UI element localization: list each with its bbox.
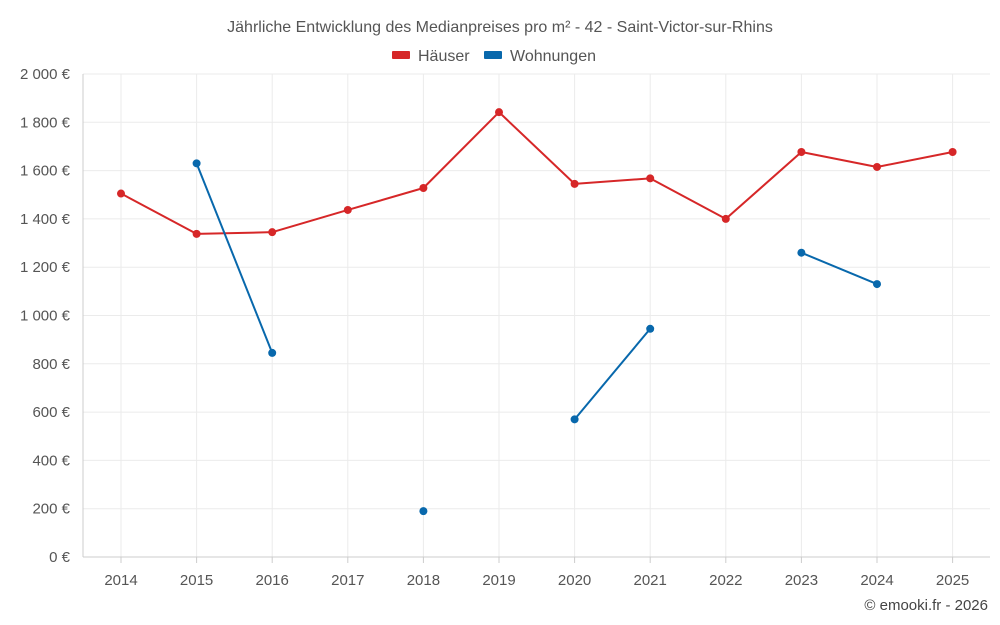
series-line-hauser (271, 208, 349, 234)
x-tick-label: 2016 (256, 572, 289, 589)
y-tick-label: 600 € (32, 404, 70, 421)
legend[interactable]: Häuser Wohnungen (392, 48, 596, 65)
series-line-hauser (724, 151, 803, 220)
data-point-hauser (495, 108, 503, 117)
series-line-hauser (120, 192, 198, 235)
x-tick-label: 2021 (634, 572, 667, 589)
data-point-wohnungen (192, 159, 201, 168)
y-tick-label: 1 800 € (20, 114, 71, 131)
y-tick-label: 400 € (32, 452, 70, 469)
x-tick-label: 2018 (407, 572, 440, 589)
y-tick-label: 1 600 € (20, 163, 71, 180)
series-line-hauser (422, 111, 500, 189)
x-axis: 2014 2015 2016 2017 2018 2019 2020 2021 2022 2023… (104, 557, 969, 589)
data-point-hauser (721, 214, 730, 223)
grid (82, 73, 990, 558)
data-point-hauser (419, 183, 428, 192)
y-tick-label: 200 € (32, 501, 70, 518)
series-line-hauser (649, 177, 727, 220)
data-point-wohnungen (570, 415, 579, 424)
series-wohnungen (192, 159, 881, 516)
x-tick-label: 2017 (331, 572, 364, 589)
data-point-hauser (948, 148, 957, 157)
series-line-hauser (800, 151, 878, 168)
data-point-hauser (570, 179, 579, 188)
data-point-wohnungen (419, 507, 428, 516)
y-tick-label: 1 200 € (20, 259, 71, 276)
data-point-hauser (117, 189, 125, 198)
x-tick-label: 2020 (558, 572, 591, 589)
legend-swatch-hauser (392, 51, 410, 59)
series-line-hauser (195, 231, 274, 235)
y-tick-label: 1 400 € (20, 211, 71, 228)
x-tick-label: 2023 (785, 572, 818, 589)
data-point-wohnungen (268, 348, 277, 357)
x-tick-label: 2014 (104, 572, 137, 589)
plot-area (117, 108, 957, 516)
x-tick-label: 2025 (936, 572, 969, 589)
legend-label-wohnungen[interactable]: Wohnungen (510, 48, 596, 65)
data-point-wohnungen (646, 324, 655, 333)
series-line-wohnungen (573, 327, 652, 421)
series-line-hauser (346, 186, 425, 211)
x-tick-label: 2019 (482, 572, 515, 589)
series-line-wohnungen (195, 162, 274, 354)
series-line-hauser (876, 151, 954, 168)
y-tick-label: 2 000 € (20, 66, 71, 83)
x-tick-label: 2024 (860, 572, 893, 589)
y-axis: 0 € 200 € 400 € 600 € 800 € 1 000 € 1 200 € 1 4… (20, 66, 71, 566)
series-hauser (117, 108, 957, 238)
data-point-wohnungen (797, 248, 806, 257)
series-line-wohnungen (800, 251, 878, 286)
chart-title: Jährliche Entwicklung des Medianpreises … (227, 19, 773, 36)
x-tick-label: 2022 (709, 572, 742, 589)
series-line-hauser (573, 177, 652, 185)
y-tick-label: 1 000 € (20, 308, 71, 325)
y-tick-label: 0 € (49, 549, 71, 566)
y-tick-label: 800 € (32, 356, 70, 373)
data-point-hauser (873, 162, 881, 171)
x-tick-label: 2015 (180, 572, 213, 589)
data-point-hauser (646, 174, 655, 183)
credit-text: © emooki.fr - 2026 (864, 597, 988, 614)
data-point-wohnungen (873, 280, 881, 289)
legend-label-hauser[interactable]: Häuser (418, 48, 470, 65)
series-line-hauser (498, 111, 576, 185)
data-point-hauser (268, 228, 277, 237)
legend-swatch-wohnungen (484, 51, 502, 59)
data-point-hauser (797, 148, 806, 157)
data-point-hauser (192, 229, 201, 238)
data-point-hauser (343, 205, 352, 214)
